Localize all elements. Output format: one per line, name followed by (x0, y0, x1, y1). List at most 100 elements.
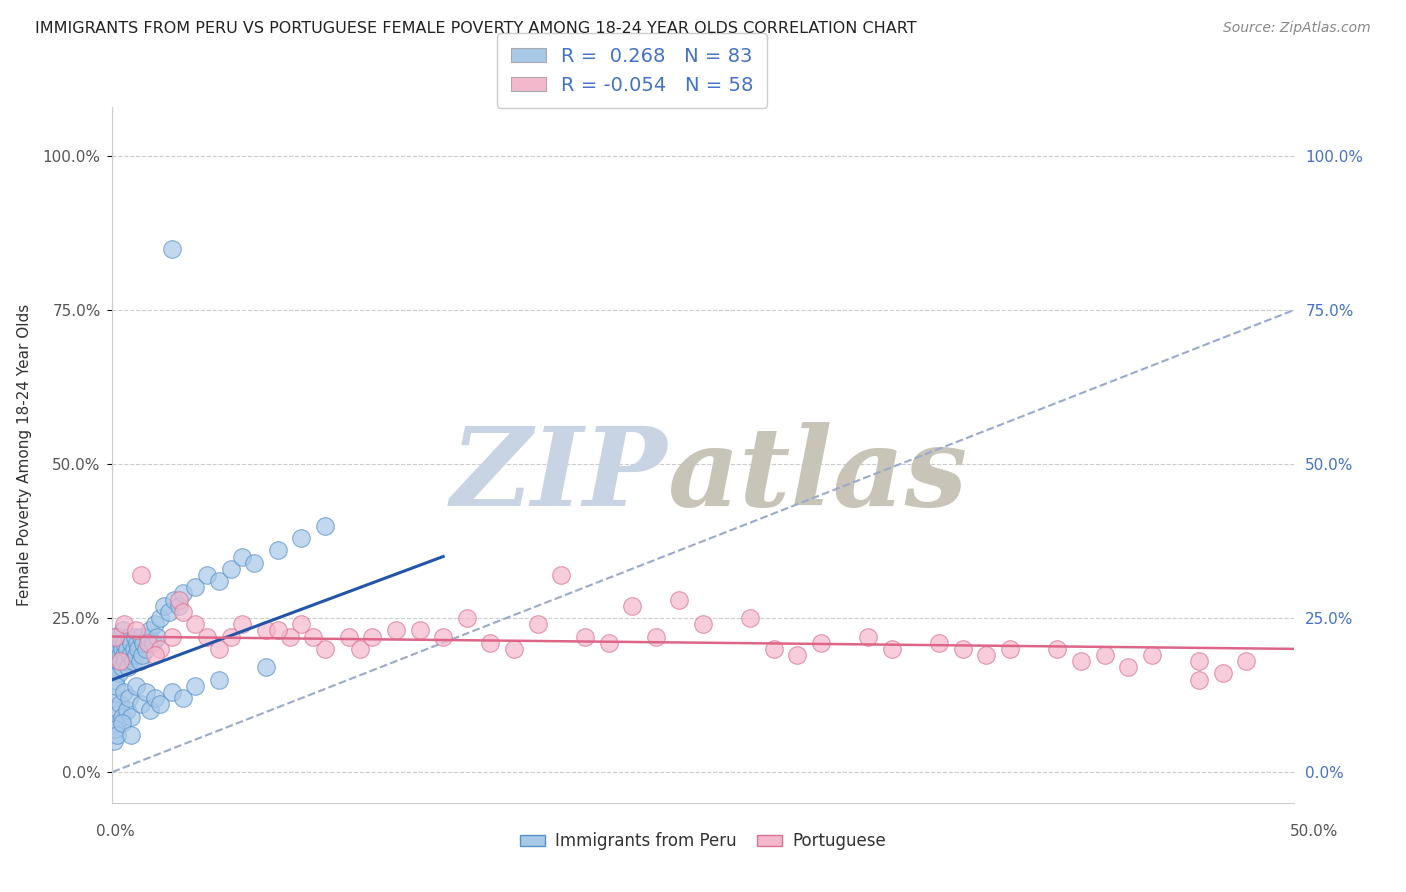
Point (314, 518, 336, 533)
Point (124, 630, 146, 644)
Point (167, 599, 190, 613)
Point (131, 648, 153, 662)
Point (456, 611, 478, 625)
Point (153, 599, 176, 613)
Point (112, 617, 135, 632)
Point (1046, 641, 1069, 656)
Point (129, 568, 152, 582)
Text: Source: ZipAtlas.com: Source: ZipAtlas.com (1223, 21, 1371, 35)
Point (1070, 654, 1092, 668)
Point (104, 703, 127, 717)
Point (104, 630, 127, 644)
Point (172, 605, 194, 619)
Point (114, 654, 136, 668)
Point (172, 586, 194, 600)
Point (105, 648, 128, 662)
Point (105, 679, 128, 693)
Point (290, 531, 312, 545)
Point (120, 648, 142, 662)
Point (503, 641, 526, 656)
Point (219, 630, 242, 644)
Point (149, 698, 172, 712)
Point (104, 673, 127, 687)
Point (128, 654, 150, 668)
Point (231, 549, 253, 564)
Point (786, 648, 808, 662)
Point (928, 636, 950, 650)
Point (105, 636, 128, 650)
Point (163, 592, 186, 607)
Point (290, 617, 312, 632)
Point (208, 641, 231, 656)
Point (125, 648, 148, 662)
Text: ZIP: ZIP (451, 422, 668, 530)
Point (160, 685, 183, 699)
Point (108, 666, 131, 681)
Point (107, 654, 129, 668)
Point (104, 630, 127, 644)
Point (112, 648, 135, 662)
Point (105, 715, 128, 730)
Point (112, 624, 135, 638)
Point (121, 654, 143, 668)
Point (117, 660, 139, 674)
Point (219, 562, 242, 576)
Point (103, 641, 125, 656)
Point (195, 568, 218, 582)
Point (120, 709, 142, 723)
Point (243, 556, 266, 570)
Point (129, 698, 152, 712)
Point (105, 728, 128, 742)
Point (143, 691, 166, 706)
Point (104, 722, 127, 736)
Point (550, 568, 572, 582)
Point (302, 630, 325, 644)
Point (103, 734, 125, 748)
Point (195, 630, 218, 644)
Point (157, 605, 180, 619)
Point (136, 630, 159, 644)
Point (110, 636, 132, 650)
Point (115, 703, 138, 717)
Point (952, 641, 974, 656)
Point (143, 617, 166, 632)
Point (361, 630, 384, 644)
Point (115, 641, 138, 656)
Point (208, 673, 231, 687)
Point (111, 709, 134, 723)
Point (127, 636, 149, 650)
Point (111, 715, 134, 730)
Point (135, 685, 157, 699)
Point (160, 242, 183, 256)
Point (278, 630, 301, 644)
Point (858, 630, 880, 644)
Point (103, 691, 125, 706)
Point (149, 641, 172, 656)
Point (120, 636, 142, 650)
Point (998, 641, 1021, 656)
Point (146, 630, 169, 644)
Point (135, 641, 157, 656)
Point (167, 592, 190, 607)
Point (125, 624, 148, 638)
Point (118, 691, 141, 706)
Legend: Immigrants from Peru, Portuguese: Immigrants from Peru, Portuguese (513, 826, 893, 857)
Point (125, 679, 148, 693)
Point (142, 636, 165, 650)
Text: 0.0%: 0.0% (96, 824, 135, 838)
Point (122, 641, 145, 656)
Point (184, 580, 207, 594)
Point (337, 630, 360, 644)
Point (172, 691, 194, 706)
Point (149, 611, 172, 625)
Point (160, 630, 183, 644)
Point (621, 599, 644, 613)
Point (108, 630, 131, 644)
Point (385, 624, 408, 638)
Point (692, 617, 714, 632)
Text: 50.0%: 50.0% (1291, 824, 1339, 838)
Point (111, 660, 134, 674)
Point (1188, 654, 1211, 668)
Point (127, 641, 149, 656)
Point (479, 636, 502, 650)
